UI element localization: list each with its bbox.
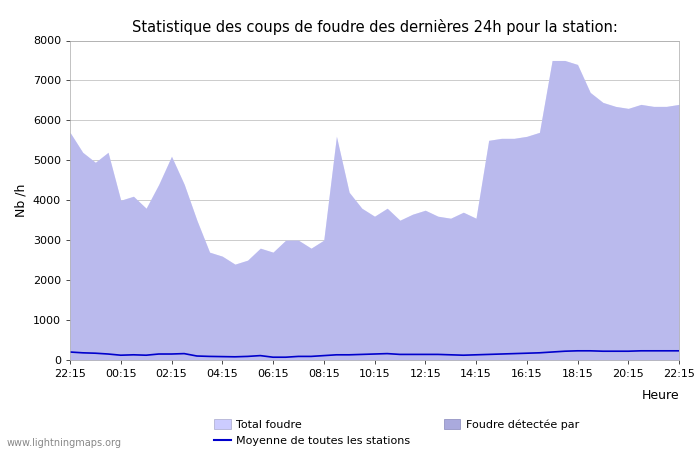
- Y-axis label: Nb /h: Nb /h: [14, 184, 27, 217]
- Title: Statistique des coups de foudre des dernières 24h pour la station:: Statistique des coups de foudre des dern…: [132, 19, 617, 35]
- Text: www.lightningmaps.org: www.lightningmaps.org: [7, 438, 122, 448]
- Text: Heure: Heure: [641, 389, 679, 402]
- Legend: Total foudre, Moyenne de toutes les stations, Foudre détectée par: Total foudre, Moyenne de toutes les stat…: [209, 415, 584, 450]
